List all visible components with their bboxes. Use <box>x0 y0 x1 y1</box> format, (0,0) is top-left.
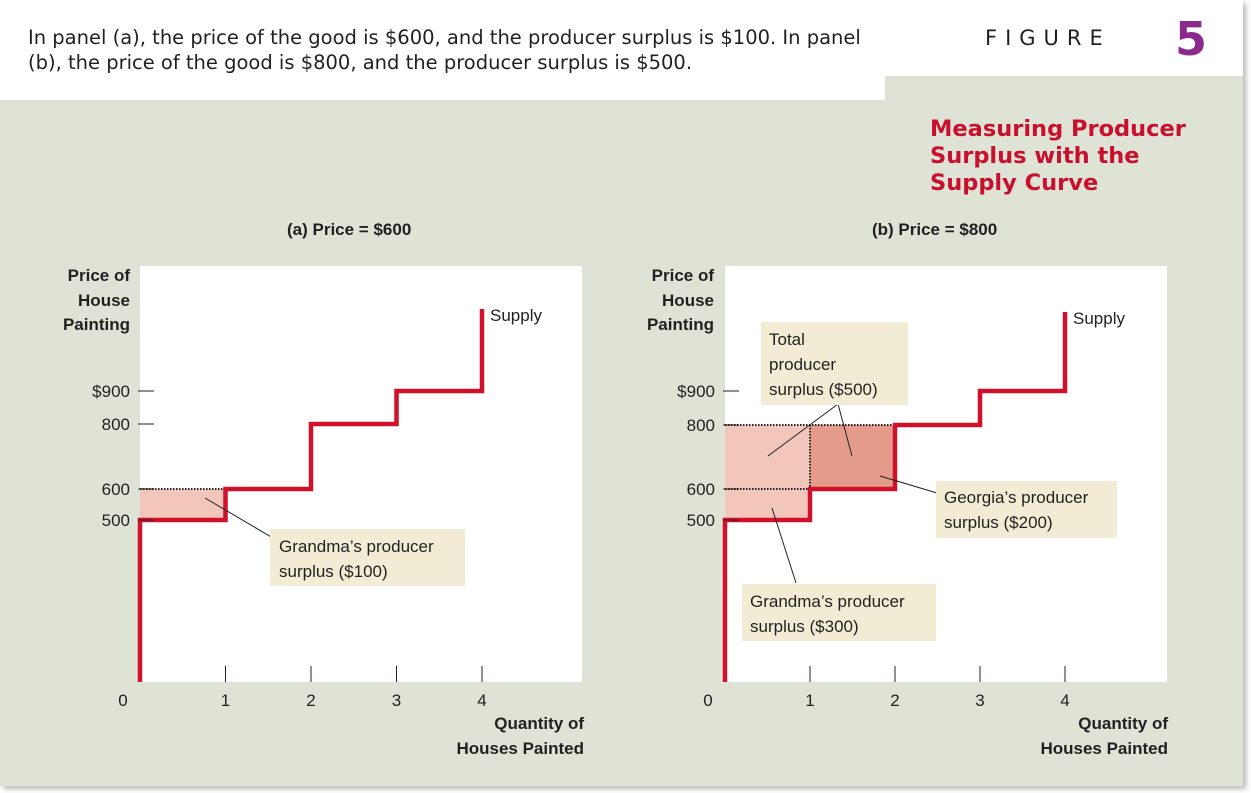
figure-caption: In panel (a), the price of the good is $… <box>28 26 861 74</box>
callout-box <box>742 584 936 641</box>
plot-area <box>140 266 582 682</box>
supply-label: Supply <box>1073 309 1125 328</box>
callout-box <box>936 481 1117 538</box>
callout-text: Grandma’s producer <box>750 592 905 611</box>
callout-text: surplus ($100) <box>279 562 388 581</box>
panel-a-title: (a) Price = $600 <box>287 220 412 239</box>
chart-panel-a: Supply $900 800 600 500 0 1 2 3 4 Grandma’s produc… <box>92 266 582 710</box>
y-tick-label: 600 <box>687 480 715 499</box>
panel-a-ylabel: Price of House Painting <box>62 266 130 334</box>
y-tick-label: $900 <box>92 382 130 401</box>
y-tick-label: $900 <box>677 382 715 401</box>
panel-b-ylabel: Price of House Painting <box>646 266 714 334</box>
callout-leader <box>204 497 279 542</box>
callout-text: surplus ($500) <box>769 380 878 399</box>
x-tick-label: 2 <box>890 691 899 710</box>
callout-box <box>761 322 908 405</box>
callout-leader <box>879 475 938 494</box>
callout-text: surplus ($200) <box>944 513 1053 532</box>
callout-leader <box>771 507 797 584</box>
y-tick-label: 800 <box>687 416 715 435</box>
panel-a-xlabel: Quantity of Houses Painted <box>456 714 584 758</box>
x-tick-label: 3 <box>392 691 401 710</box>
surplus-area <box>810 425 895 489</box>
y-tick-label: 800 <box>102 415 130 434</box>
callout-text: Total <box>769 330 805 349</box>
surplus-area <box>725 425 810 520</box>
figure-number: 5 <box>1175 12 1208 66</box>
x-tick-label: 0 <box>118 691 127 710</box>
callout-text: Georgia’s producer <box>944 488 1089 507</box>
figure-label-band <box>885 0 1243 76</box>
panel-b-xlabel: Quantity of Houses Painted <box>1040 714 1168 758</box>
y-tick-label: 600 <box>102 480 130 499</box>
y-tick-label: 500 <box>687 511 715 530</box>
supply-label: Supply <box>490 306 542 325</box>
figure-label: FIGURE <box>985 26 1111 50</box>
x-tick-label: 0 <box>703 691 712 710</box>
supply-curve <box>722 312 1068 682</box>
x-tick-label: 3 <box>975 691 984 710</box>
caption-band <box>0 0 885 100</box>
figure-title: Measuring Producer Surplus with the Supp… <box>930 116 1186 196</box>
x-tick-label: 4 <box>477 691 486 710</box>
callout-text: Grandma’s producer <box>279 537 434 556</box>
callout-leader <box>767 403 839 457</box>
x-tick-label: 1 <box>805 691 814 710</box>
x-tick-label: 1 <box>221 691 230 710</box>
surplus-area <box>140 489 226 520</box>
panel-b-title: (b) Price = $800 <box>872 220 998 239</box>
callout-leader <box>837 403 853 457</box>
x-tick-label: 2 <box>306 691 315 710</box>
chart-panel-b: Supply $900 800 600 500 0 1 2 3 4 Total producer sur… <box>677 266 1167 710</box>
y-tick-label: 500 <box>102 511 130 530</box>
callout-text: surplus ($300) <box>750 617 859 636</box>
callout-text: producer <box>769 355 836 374</box>
supply-curve <box>137 309 485 682</box>
callout-box <box>270 529 465 586</box>
x-tick-label: 4 <box>1060 691 1069 710</box>
